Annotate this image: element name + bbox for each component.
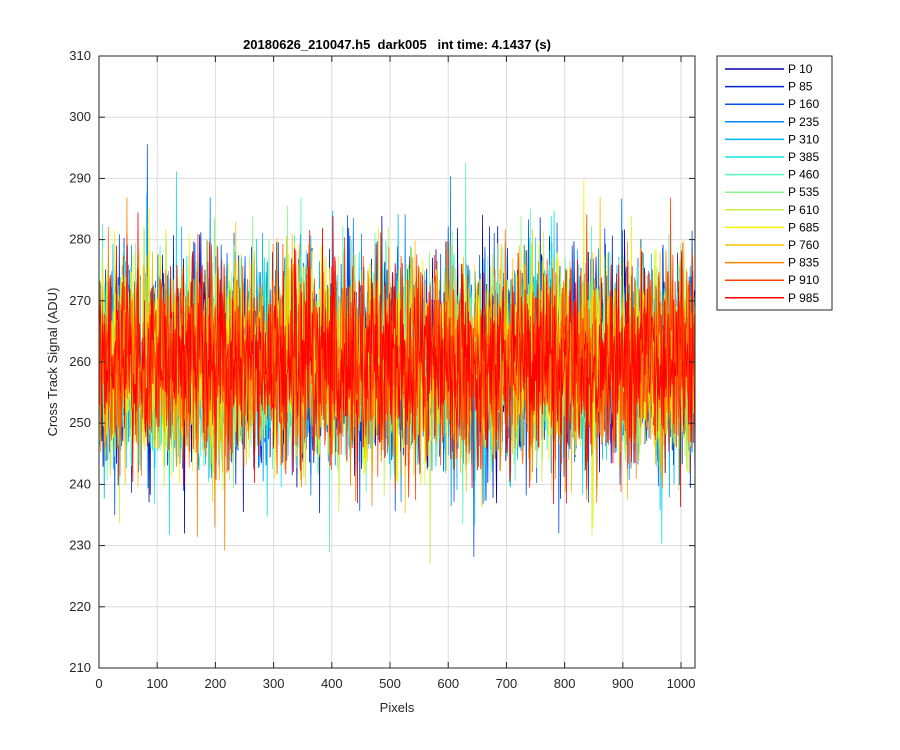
x-tick-label: 100 [146,676,168,691]
y-tick-label: 280 [69,232,91,247]
y-tick-label: 270 [69,293,91,308]
x-axis-ticks: 0 100 200 300 400 500 600 700 800 900 1000 [95,56,695,691]
y-tick-label: 240 [69,476,91,491]
x-tick-label: 600 [437,676,459,691]
x-tick-label: 400 [321,676,343,691]
legend-label: P 160 [788,97,819,111]
legend-label: P 760 [788,238,819,252]
series-line [99,197,696,501]
y-tick-label: 300 [69,109,91,124]
legend-label: P 910 [788,273,819,287]
x-tick-label: 900 [612,676,634,691]
y-tick-label: 220 [69,599,91,614]
x-tick-label: 0 [95,676,102,691]
legend: P 10 P 85 P 160 P 235 P 310 P 385 P 460 P 535 P … [716,55,833,311]
y-axis-label: Cross Track Signal (ADU) [45,288,60,437]
legend-label: P 835 [788,256,819,270]
legend-entries: P 10 P 85 P 160 P 235 P 310 P 385 P 460 P 535 P … [725,62,819,305]
y-tick-label: 250 [69,415,91,430]
legend-label: P 85 [788,80,813,94]
y-tick-label: 260 [69,354,91,369]
legend-label: P 610 [788,203,819,217]
y-tick-label: 210 [69,660,91,675]
chart-title: 20180626_210047.h5 dark005 int time: 4.1… [243,37,551,52]
x-tick-label: 700 [496,676,518,691]
legend-label: P 460 [788,168,819,182]
legend-label: P 10 [788,62,813,76]
legend-label: P 535 [788,185,819,199]
x-tick-label: 200 [205,676,227,691]
legend-label: P 985 [788,291,819,305]
x-tick-label: 300 [263,676,285,691]
legend-label: P 310 [788,132,819,146]
x-tick-label: 1000 [667,676,696,691]
series-layer [99,144,696,564]
y-tick-label: 290 [69,170,91,185]
y-tick-label: 230 [69,538,91,553]
y-axis-ticks: 210 220 230 240 250 260 270 280 290 300 310 [69,48,695,675]
x-tick-label: 800 [554,676,576,691]
series-line [99,212,696,508]
legend-label: P 235 [788,115,819,129]
legend-label: P 385 [788,150,819,164]
legend-box [716,55,833,311]
legend-label: P 685 [788,220,819,234]
x-tick-label: 500 [379,676,401,691]
x-axis-label: Pixels [380,700,415,715]
y-tick-label: 310 [69,48,91,63]
